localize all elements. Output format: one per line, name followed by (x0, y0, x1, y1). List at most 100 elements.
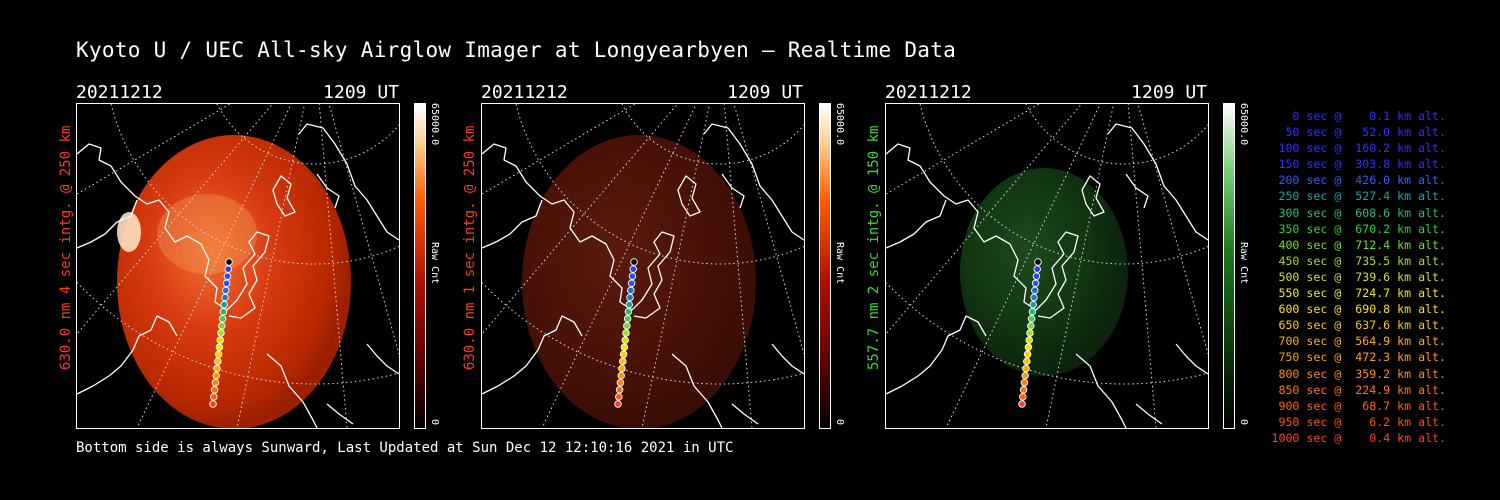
legend-row: 550 sec @ 724.7 km alt. (1271, 286, 1446, 301)
panel-2-colorbar (819, 103, 831, 429)
panel-3-colorbar (1223, 103, 1235, 429)
panel-3-colorbar-min: 0 (1238, 419, 1249, 426)
geo-grid (77, 104, 399, 428)
trajectory-dot (621, 336, 629, 344)
panel-1-date: 20211212 (76, 82, 163, 103)
trajectory-dot (219, 307, 228, 316)
panel-1-colorbar-max: 65000.0 (429, 103, 440, 146)
trajectory-dot (619, 357, 627, 366)
trajectory-dot (1034, 258, 1042, 266)
trajectory-dot (1020, 378, 1029, 387)
panel-1-colorbar-min: 0 (429, 419, 440, 426)
bright-patch (117, 212, 141, 252)
trajectory-dot (221, 293, 229, 302)
legend-row: 450 sec @ 735.5 km alt. (1271, 253, 1446, 268)
trajectory-dot (1031, 286, 1039, 295)
trajectory-dot (1019, 386, 1028, 394)
trajectory-dot (1032, 272, 1041, 280)
trajectory-dot (615, 393, 623, 401)
trajectory-dot (1022, 364, 1030, 373)
legend-row: 150 sec @ 303.8 km alt. (1271, 157, 1446, 172)
panel-2-colorbar-unit: Raw Cnt (834, 242, 845, 285)
trajectory-dot (618, 364, 626, 373)
trajectory-dot (623, 315, 632, 323)
airglow-disc (522, 135, 756, 428)
panel-2-time: 1209 UT (727, 82, 803, 103)
trajectory-dot (1033, 265, 1041, 273)
trajectory-dot (1023, 357, 1031, 366)
panel-3-side-label: 557.7 nm 2 sec intg. @ 150 km (866, 125, 882, 370)
panel-2-date: 20211212 (481, 82, 568, 103)
trajectory-dot (615, 386, 624, 394)
legend-row: 350 sec @ 670.2 km alt. (1271, 221, 1446, 236)
panel-1-colorbar-unit: Raw Cnt (429, 242, 440, 285)
geo-grid (886, 104, 1208, 428)
geo-grid (482, 104, 804, 428)
legend-row: 50 sec @ 52.0 km alt. (1271, 125, 1446, 140)
trajectory-dot (222, 279, 231, 288)
trajectory-dot (1018, 400, 1026, 408)
trajectory-dot (626, 293, 634, 302)
legend-row: 650 sec @ 637.6 km alt. (1271, 318, 1446, 333)
trajectory-dot (211, 378, 220, 387)
trajectory-dot (623, 322, 631, 330)
legend-row: 700 sec @ 564.9 km alt. (1271, 334, 1446, 349)
trajectory-dot (627, 286, 635, 295)
trajectory-dot (617, 371, 625, 380)
airglow-disc (117, 135, 351, 428)
trajectory-dot (212, 371, 220, 380)
trajectory-dot (616, 378, 625, 387)
trajectory-dot (224, 265, 232, 273)
trajectory-dot (627, 279, 636, 288)
trajectory-dot (216, 336, 224, 344)
legend-row: 750 sec @ 472.3 km alt. (1271, 350, 1446, 365)
trajectory-dot (1029, 300, 1037, 309)
trajectory-dot (620, 343, 629, 351)
panel-2-colorbar-min: 0 (834, 419, 845, 426)
panel-3-image (885, 103, 1209, 429)
legend-row: 300 sec @ 608.6 km alt. (1271, 205, 1446, 220)
trajectory-dot (625, 300, 633, 309)
trajectory-dot (1019, 393, 1027, 401)
panel-1-side-label: 630.0 nm 4 sec intg. @ 250 km (58, 125, 74, 370)
trajectory-dot (218, 315, 227, 323)
panel-2-side-label: 630.0 nm 1 sec intg. @ 250 km (462, 125, 478, 370)
trajectory-dot (630, 258, 638, 266)
trajectory-dot (222, 286, 230, 295)
legend-row: 500 sec @ 739.6 km alt. (1271, 269, 1446, 284)
trajectory-dot (629, 265, 637, 273)
trajectory-dot (217, 329, 225, 337)
trajectory-legend: 0 sec @ 0.1 km alt. 50 sec @ 52.0 km alt… (1256, 108, 1446, 446)
trajectory-dot (220, 300, 228, 309)
trajectory-dot (1027, 315, 1036, 323)
trajectory-dot (614, 400, 622, 408)
legend-row: 850 sec @ 224.9 km alt. (1271, 382, 1446, 397)
trajectory-dot (622, 329, 630, 337)
coastline (77, 123, 399, 428)
trajectory-dot (218, 322, 226, 330)
legend-row: 800 sec @ 359.2 km alt. (1271, 366, 1446, 381)
trajectory-dot (1028, 307, 1037, 316)
panel-3-colorbar-max: 65000.0 (1238, 103, 1249, 146)
panel-3-time: 1209 UT (1131, 82, 1207, 103)
trajectory-dot (1031, 279, 1040, 288)
trajectory-dot (628, 272, 637, 280)
legend-row: 400 sec @ 712.4 km alt. (1271, 237, 1446, 252)
legend-row: 950 sec @ 6.2 km alt. (1271, 414, 1446, 429)
panel-2-image (481, 103, 805, 429)
legend-row: 900 sec @ 68.7 km alt. (1271, 398, 1446, 413)
trajectory-dot (215, 343, 224, 351)
panel-1-colorbar (414, 103, 426, 429)
panel-2-colorbar-max: 65000.0 (834, 103, 845, 146)
trajectory-dot (1024, 343, 1033, 351)
coastline (886, 123, 1208, 428)
trajectory-dot (1030, 293, 1038, 302)
trajectory-dot (1027, 322, 1035, 330)
trajectory-dot (1023, 350, 1032, 359)
legend-row: 1000 sec @ 0.4 km alt. (1271, 430, 1446, 445)
legend-row: 250 sec @ 527.4 km alt. (1271, 189, 1446, 204)
trajectory-dot (624, 307, 633, 316)
trajectory-dot (210, 386, 219, 394)
trajectory-dot (223, 272, 232, 280)
legend-row: 200 sec @ 426.0 km alt. (1271, 173, 1446, 188)
